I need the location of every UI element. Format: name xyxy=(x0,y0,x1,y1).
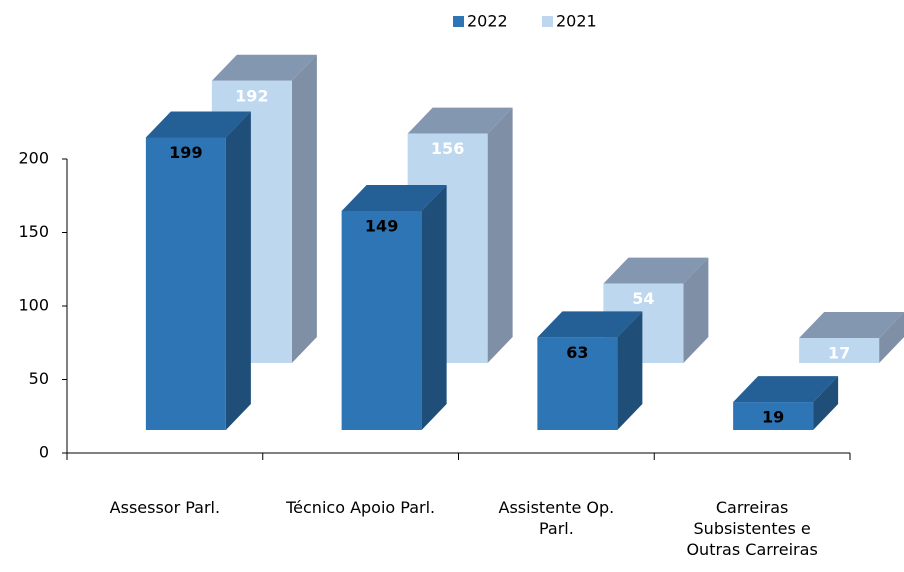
bar-side xyxy=(617,311,643,430)
legend-label: 2022 xyxy=(467,12,508,31)
bar-top xyxy=(603,257,709,284)
bar-top xyxy=(799,312,904,339)
bar-top xyxy=(341,184,447,211)
x-tick-label: Carreiras Subsistentes e Outras Carreira… xyxy=(686,498,818,559)
bar-top xyxy=(211,54,317,81)
bar-top xyxy=(537,311,643,338)
x-tick-label: Assessor Parl. xyxy=(109,498,221,517)
x-tick-label: Técnico Apoio Parl. xyxy=(286,498,436,517)
bar-side xyxy=(291,54,317,363)
bar-side xyxy=(879,312,904,363)
data-label: 63 xyxy=(566,343,588,362)
bar xyxy=(537,337,618,430)
y-tick-label: 150 xyxy=(18,222,49,241)
bar xyxy=(799,338,880,363)
bar xyxy=(145,137,226,430)
y-tick-label: 50 xyxy=(29,369,49,388)
y-tick-label: 200 xyxy=(18,149,49,168)
legend-swatch xyxy=(453,16,464,27)
bar-top xyxy=(407,107,513,134)
bar xyxy=(341,210,422,430)
data-label: 199 xyxy=(169,143,202,162)
data-label: 19 xyxy=(762,408,784,427)
bar-side xyxy=(487,107,513,364)
y-tick-label: 100 xyxy=(18,296,49,315)
bar-side xyxy=(683,257,709,363)
data-label: 17 xyxy=(828,344,850,363)
bar-top xyxy=(145,111,251,138)
bar xyxy=(733,402,814,430)
bar-side xyxy=(225,111,251,430)
legend-swatch xyxy=(542,16,553,27)
data-label: 192 xyxy=(235,86,268,105)
y-tick-label: 0 xyxy=(39,443,49,462)
data-label: 149 xyxy=(365,216,398,235)
x-tick-label: Assistente Op. Parl. xyxy=(498,498,615,538)
data-label: 54 xyxy=(632,289,654,308)
bar-side xyxy=(813,376,839,430)
data-label: 156 xyxy=(431,139,464,158)
legend-label: 2021 xyxy=(556,12,597,31)
bar-top xyxy=(733,376,839,403)
bar-side xyxy=(421,184,447,430)
